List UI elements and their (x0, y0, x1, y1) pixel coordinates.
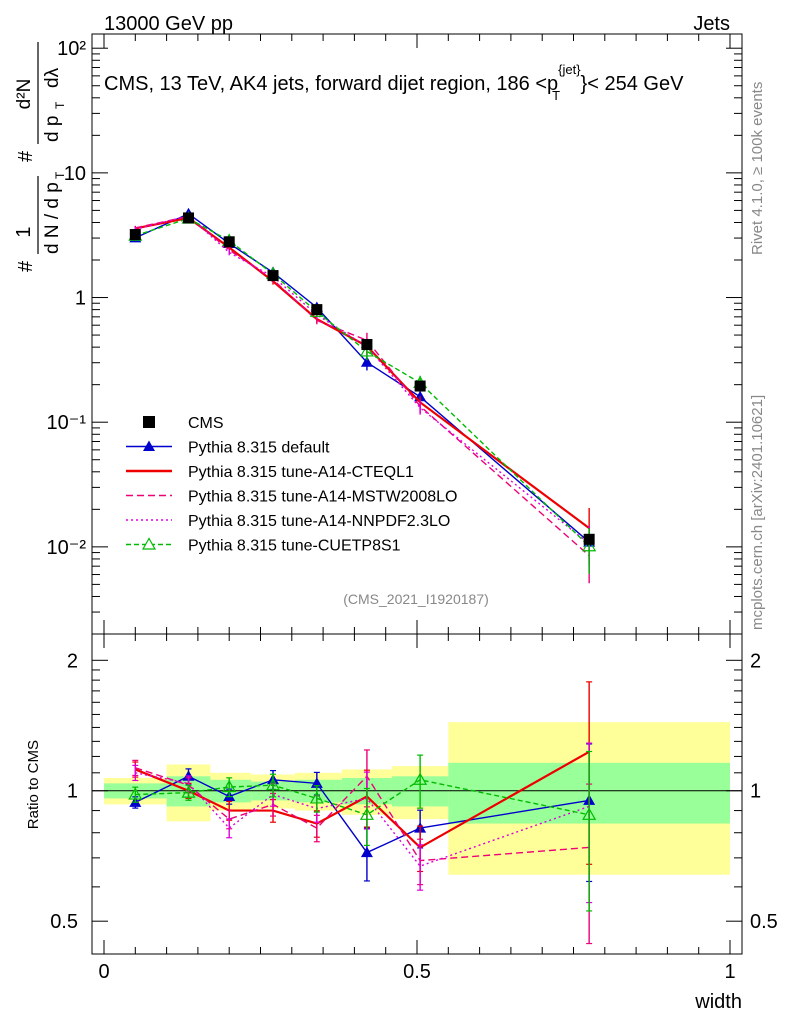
ratio-line-cteql1 (134, 750, 590, 849)
legend-label-default: Pythia 8.315 default (188, 440, 330, 457)
ratio-marker-cuetp8s1 (265, 777, 281, 791)
main-line-mstw (135, 215, 590, 557)
y-tick-label: 10² (57, 38, 86, 60)
y-axis-label-ratio: Ratio to CMS (25, 740, 42, 829)
main-line-default (135, 212, 590, 543)
header-left: 13000 GeV pp (104, 13, 233, 35)
legend-label-data: CMS (188, 415, 224, 432)
ratio-marker-cuetp8s1 (309, 791, 324, 804)
ratio-plot (128, 681, 597, 945)
plot-title-main: CMS, 13 TeV, AK4 jets, forward dijet reg… (104, 73, 558, 95)
data-point (311, 304, 323, 316)
plot-title-sub: T (552, 88, 560, 103)
ylabel-d2n: d²N (14, 79, 35, 110)
ratio-line-default (134, 775, 590, 854)
y-tick-label: 1 (75, 288, 86, 310)
ylabel-dn-dpt: d N / d p (42, 182, 63, 254)
data-point (183, 212, 195, 224)
ylabel-t-sub-2: T (53, 101, 67, 109)
ratio-bands (104, 722, 730, 875)
data-point (129, 229, 141, 241)
legend-marker-default (143, 440, 155, 451)
y-tick-label: 10 (64, 163, 86, 185)
data-point (223, 236, 235, 248)
ratio-tick-label-right: 0.5 (750, 911, 778, 933)
ratio-marker-cuetp8s1 (181, 785, 196, 798)
ylabel-hash: # (15, 260, 37, 272)
ratio-tick-label-right: 2 (750, 650, 761, 672)
ratio-line-cuetp8s1 (135, 779, 590, 816)
legend-label-cteql1: Pythia 8.315 tune-A14-CTEQL1 (188, 464, 414, 481)
ylabel-hash-2: # (15, 150, 37, 162)
data-point (267, 270, 279, 282)
ratio-marker-cuetp8s1 (222, 779, 237, 793)
side-label-mcplots: mcplots.cern.ch [arXiv:2401.10621] (749, 395, 766, 630)
x-tick-label: 1 (724, 961, 735, 983)
ylabel-dpt: d p (42, 116, 63, 142)
legend-marker-data (143, 416, 155, 428)
legend-label-nnpdf: Pythia 8.315 tune-A14-NNPDF2.3LO (188, 513, 450, 530)
x-tick-label: 0.5 (403, 961, 431, 983)
ratio-tick-label: 0.5 (50, 911, 78, 933)
data-point (414, 380, 426, 392)
legend: CMS Pythia 8.315 default Pythia 8.315 tune… (126, 415, 457, 555)
header-right: Jets (693, 13, 730, 35)
main-line-cuetp8s1 (135, 217, 590, 547)
y-tick-label: 10⁻² (47, 537, 87, 559)
ratio-tick-label: 2 (67, 650, 78, 672)
ratio-marker-cuetp8s1 (582, 807, 597, 820)
side-label-rivet: Rivet 4.1.0, ≥ 100k events (749, 82, 766, 255)
plot-title-sup: {jet} (558, 62, 581, 77)
plot-title: CMS, 13 TeV, AK4 jets, forward dijet reg… (104, 62, 684, 103)
x-tick-label: 0 (98, 961, 109, 983)
main-line-cteql1 (135, 216, 590, 529)
x-axis-label: width (694, 991, 742, 1013)
legend-label-cuetp8s1: Pythia 8.315 tune-CUETP8S1 (188, 538, 401, 555)
main-marker-cuetp8s1 (582, 539, 597, 552)
main-marker-cuetp8s1 (359, 344, 374, 357)
data-point (361, 339, 373, 351)
axes: 0 0.5 1 10⁻² 10⁻¹ 1 10 10² 0.5 0.5 1 1 2 2 (47, 34, 778, 983)
ratio-marker-default (360, 846, 373, 858)
ratio-marker-cuetp8s1 (128, 787, 143, 800)
data-point (583, 533, 595, 545)
legend-marker-cuetp8s1 (141, 537, 157, 550)
ratio-tick-label-right: 1 (750, 781, 761, 803)
legend-label-mstw: Pythia 8.315 tune-A14-MSTW2008LO (188, 489, 457, 506)
analysis-tag: (CMS_2021_I1920187) (343, 591, 489, 607)
ylabel-one: 1 (13, 226, 35, 237)
ratio-marker-cuetp8s1 (413, 772, 428, 785)
ratio-marker-cuetp8s1 (359, 807, 374, 820)
y-tick-label: 10⁻¹ (47, 412, 87, 434)
y-axis-label-top: # 1 d N / d p T # d²N d p T dλ (13, 42, 67, 272)
main-marker-default (360, 356, 373, 367)
plot-title-tail: }< 254 GeV (581, 73, 685, 95)
main-plot (128, 207, 597, 584)
ratio-line-mstw (135, 767, 590, 862)
ratio-tick-label: 1 (67, 781, 78, 803)
ylabel-t-sub: T (53, 171, 67, 179)
ylabel-dlambda: dλ (42, 67, 63, 88)
